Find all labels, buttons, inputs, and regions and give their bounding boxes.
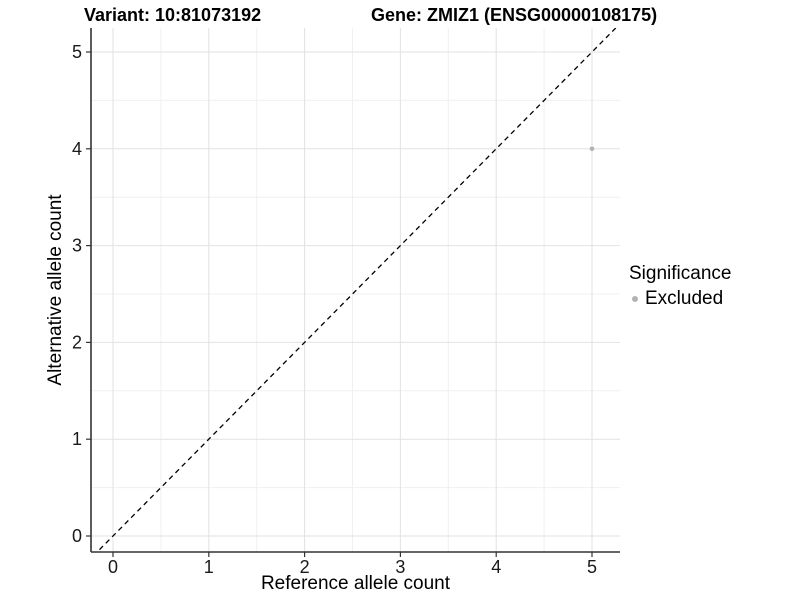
x-tick-label: 1 [204, 557, 214, 577]
y-tick-label: 3 [72, 236, 82, 256]
legend: Significance Excluded [629, 262, 731, 310]
legend-title: Significance [629, 263, 732, 284]
y-tick-label: 4 [72, 139, 82, 159]
legend-point-swatch-icon [632, 296, 638, 302]
x-tick-label: 4 [491, 557, 501, 577]
y-tick-label: 2 [72, 332, 82, 352]
x-tick-label: 3 [395, 557, 405, 577]
y-tick-label: 5 [72, 42, 82, 62]
x-tick-label: 5 [587, 557, 597, 577]
x-tick-label: 2 [300, 557, 310, 577]
y-tick-label: 1 [72, 429, 82, 449]
plot-title-gene: Gene: ZMIZ1 (ENSG00000108175) [371, 5, 658, 25]
y-axis-title: Alternative allele count [45, 194, 66, 386]
x-tick-label: 0 [108, 557, 118, 577]
x-axis-title: Reference allele count [260, 573, 451, 594]
legend-entry-excluded: Excluded [629, 288, 731, 310]
panel-background [91, 28, 620, 552]
data-point [589, 146, 595, 152]
legend-entry-label: Excluded [645, 288, 724, 309]
identity-line [96, 28, 617, 552]
plot-title-variant: Variant: 10:81073192 [84, 5, 262, 25]
y-tick-label: 0 [72, 526, 82, 546]
